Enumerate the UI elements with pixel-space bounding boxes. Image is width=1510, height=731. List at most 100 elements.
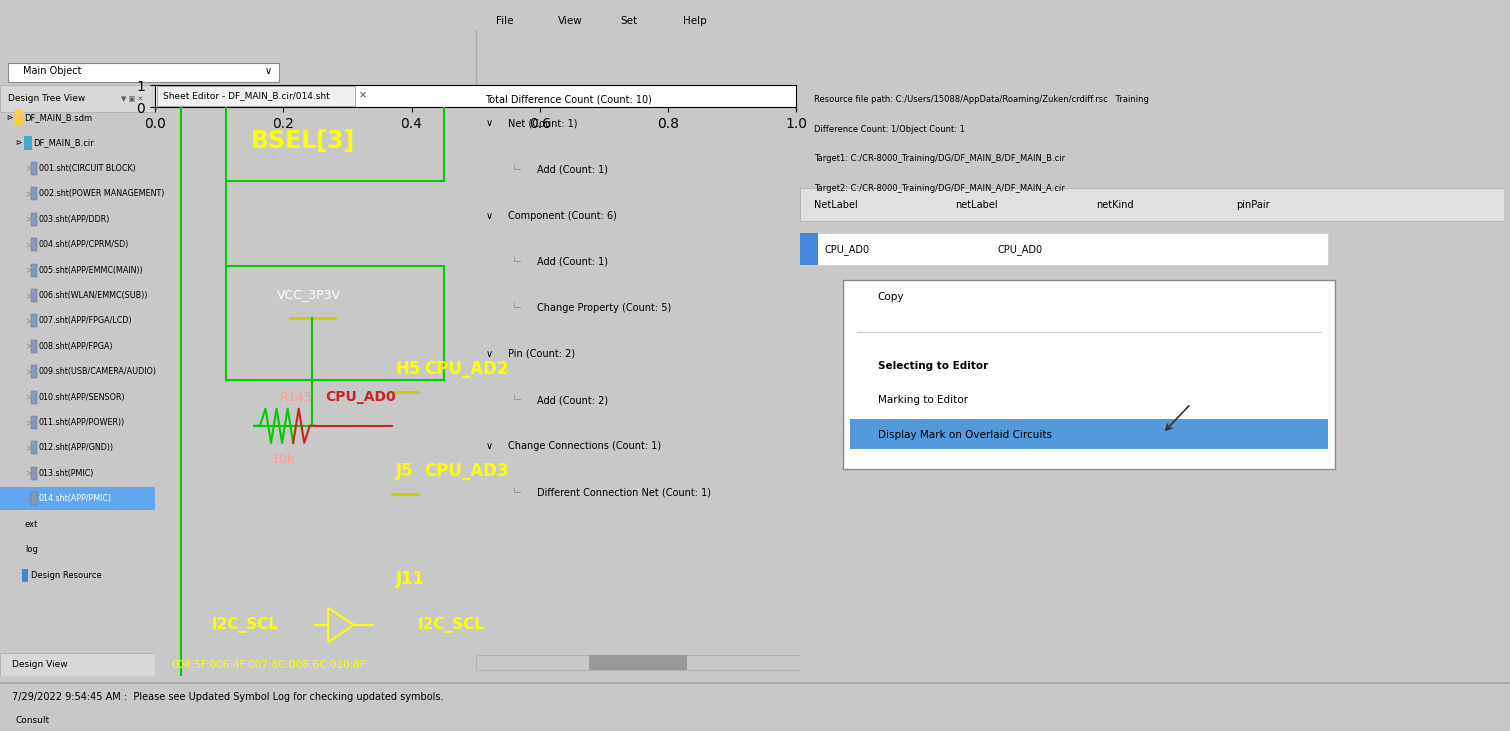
Text: >: > <box>24 444 32 452</box>
Bar <box>32 162 38 175</box>
Text: VCC_3P3V: VCC_3P3V <box>276 288 341 301</box>
Bar <box>32 340 38 353</box>
Text: CPU_AD0: CPU_AD0 <box>824 243 870 254</box>
Text: 005.sht(APP/EMMC(MAIN)): 005.sht(APP/EMMC(MAIN)) <box>39 265 143 275</box>
Bar <box>800 232 818 265</box>
Text: Change Connections (Count: 1): Change Connections (Count: 1) <box>507 442 661 451</box>
Bar <box>800 232 1329 265</box>
Text: >: > <box>24 317 32 325</box>
Text: Display Mark on Overlaid Circuits: Display Mark on Overlaid Circuits <box>877 430 1051 440</box>
Text: 012.sht(APP/GND)): 012.sht(APP/GND)) <box>39 444 113 452</box>
Text: Total Difference Count (Count: 10): Total Difference Count (Count: 10) <box>485 95 652 105</box>
Text: 004.sht(APP/CPRM/SD): 004.sht(APP/CPRM/SD) <box>39 240 130 249</box>
Text: DF_MAIN_B.sdm: DF_MAIN_B.sdm <box>24 113 92 122</box>
Text: CPU_AD2: CPU_AD2 <box>424 360 509 378</box>
Text: Add (Count: 1): Add (Count: 1) <box>538 257 609 267</box>
Bar <box>32 366 38 378</box>
Bar <box>0 682 1510 684</box>
Text: 003.sht(APP/DDR): 003.sht(APP/DDR) <box>39 215 110 224</box>
Text: 008.sht(APP/FPGA): 008.sht(APP/FPGA) <box>39 342 113 351</box>
Text: ∨: ∨ <box>485 349 492 359</box>
Text: 007.sht(APP/FPGA/LCD): 007.sht(APP/FPGA/LCD) <box>39 317 133 325</box>
Text: 014.sht(APP/PMIC): 014.sht(APP/PMIC) <box>39 494 112 504</box>
Text: ⊳: ⊳ <box>15 138 21 148</box>
Text: Pin (Count: 2): Pin (Count: 2) <box>507 349 575 359</box>
Bar <box>32 416 38 429</box>
Text: NetLabel: NetLabel <box>814 200 858 210</box>
Text: pinPair: pinPair <box>1237 200 1270 210</box>
Text: 006.sht(WLAN/EMMC(SUB)): 006.sht(WLAN/EMMC(SUB)) <box>39 291 148 300</box>
Text: Add (Count: 1): Add (Count: 1) <box>538 164 609 175</box>
Text: 10k: 10k <box>272 453 294 466</box>
Text: >: > <box>24 291 32 300</box>
Text: >: > <box>24 189 32 198</box>
Text: >: > <box>24 393 32 401</box>
Text: Difference Count: 1/Object Count: 1: Difference Count: 1/Object Count: 1 <box>814 125 965 134</box>
Text: >: > <box>24 342 32 351</box>
Text: >: > <box>24 367 32 376</box>
Text: Set: Set <box>621 17 637 26</box>
Text: J5: J5 <box>396 462 414 480</box>
Text: >: > <box>24 164 32 173</box>
Bar <box>32 289 38 302</box>
Text: R143: R143 <box>279 391 313 404</box>
Text: Selecting to Editor: Selecting to Editor <box>877 361 988 371</box>
Text: ext: ext <box>24 520 38 529</box>
Text: 001.sht(CIRCUIT BLOCK): 001.sht(CIRCUIT BLOCK) <box>39 164 136 173</box>
Text: I2C_SCL: I2C_SCL <box>211 617 278 633</box>
Bar <box>157 86 355 106</box>
Text: >: > <box>24 469 32 478</box>
Text: Target1: C:/CR-8000_Training/DG/DF_MAIN_B/DF_MAIN_B.cir: Target1: C:/CR-8000_Training/DG/DF_MAIN_… <box>814 154 1066 164</box>
Text: BSEL[3]: BSEL[3] <box>251 129 355 154</box>
Text: File: File <box>497 17 513 26</box>
Bar <box>8 63 279 82</box>
Text: >: > <box>24 418 32 427</box>
Text: └─: └─ <box>512 395 521 404</box>
Text: >: > <box>24 265 32 275</box>
Text: ∨: ∨ <box>485 211 492 221</box>
Text: 009.sht(USB/CAMERA/AUDIO): 009.sht(USB/CAMERA/AUDIO) <box>39 367 157 376</box>
Text: >: > <box>24 494 32 504</box>
Bar <box>32 187 38 200</box>
Text: DF_MAIN_B.cir: DF_MAIN_B.cir <box>33 138 94 148</box>
Bar <box>21 569 27 582</box>
Text: 004:5F:006:4F:007:8C:008:6C:010:8F: 004:5F:006:4F:007:8C:008:6C:010:8F <box>171 660 365 670</box>
Text: Add (Count: 2): Add (Count: 2) <box>538 395 609 405</box>
Text: J11: J11 <box>396 570 424 588</box>
Bar <box>0 653 156 676</box>
Text: └─: └─ <box>512 303 521 312</box>
Text: └─: └─ <box>512 257 521 266</box>
Text: Component (Count: 6): Component (Count: 6) <box>507 211 618 221</box>
FancyBboxPatch shape <box>15 109 23 126</box>
Text: log: log <box>24 545 38 554</box>
Text: CPU_AD0: CPU_AD0 <box>325 390 396 404</box>
Text: netLabel: netLabel <box>956 200 998 210</box>
Text: >: > <box>24 240 32 249</box>
Text: Design Resource: Design Resource <box>32 571 101 580</box>
Text: Resource file path: C:/Users/15088/AppData/Roaming/Zuken/crdiff.rsc   Training: Resource file path: C:/Users/15088/AppDa… <box>814 95 1149 105</box>
Text: View: View <box>559 17 583 26</box>
Text: ▼ ▣ ✕: ▼ ▣ ✕ <box>121 96 143 102</box>
Bar <box>0 85 156 112</box>
Text: CPU_AD0: CPU_AD0 <box>997 243 1042 254</box>
Bar <box>800 189 1504 221</box>
Bar <box>32 314 38 327</box>
Text: netKind: netKind <box>1096 200 1134 210</box>
Text: Design View: Design View <box>12 660 68 669</box>
Text: ∨: ∨ <box>485 118 492 129</box>
Text: ⊳: ⊳ <box>6 113 12 122</box>
Bar <box>32 213 38 226</box>
Text: 002.sht(POWER MANAGEMENT): 002.sht(POWER MANAGEMENT) <box>39 189 165 198</box>
Text: Design Tree View: Design Tree View <box>8 94 85 103</box>
Text: 011.sht(APP/POWER)): 011.sht(APP/POWER)) <box>39 418 125 427</box>
Bar <box>32 442 38 455</box>
Text: Marking to Editor: Marking to Editor <box>877 395 968 406</box>
Bar <box>24 136 32 150</box>
Text: ×: × <box>358 91 367 101</box>
Text: 010.sht(APP/SENSOR): 010.sht(APP/SENSOR) <box>39 393 125 401</box>
Text: Sheet Editor - DF_MAIN_B.cir/014.sht: Sheet Editor - DF_MAIN_B.cir/014.sht <box>163 91 329 100</box>
Text: ∨: ∨ <box>485 442 492 451</box>
Bar <box>843 280 1335 469</box>
Text: Help: Help <box>683 17 707 26</box>
Text: I2C_SCL: I2C_SCL <box>418 617 485 633</box>
